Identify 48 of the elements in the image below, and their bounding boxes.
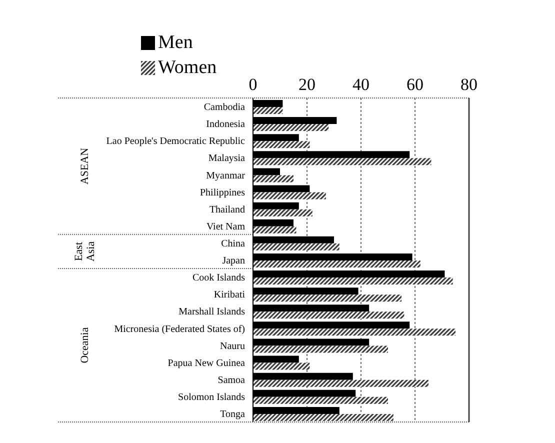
bar (253, 380, 428, 387)
y-tick-label: Cook Islands (192, 272, 246, 284)
bar (253, 346, 388, 353)
text: Oceania (79, 327, 91, 364)
bar (253, 278, 453, 285)
y-tick-label: Papua New Guinea (168, 358, 246, 369)
bar (253, 312, 404, 319)
bar (253, 226, 296, 234)
bar (253, 192, 326, 200)
bar (253, 158, 432, 166)
bar (253, 175, 294, 182)
bar (253, 294, 402, 302)
bar (253, 362, 310, 370)
x-tick-label: 40 (352, 75, 370, 94)
y-tick-label: Thailand (209, 204, 245, 216)
y-tick-label: Kiribati (214, 290, 246, 301)
bar (253, 107, 283, 114)
y-tick-label: Marshall Islands (178, 306, 246, 318)
bar (253, 328, 456, 336)
x-tick-label: 0 (248, 75, 258, 94)
legend-label: Women (158, 56, 217, 80)
bar (253, 396, 388, 404)
y-tick-label: China (221, 238, 246, 250)
y-tick-label: Indonesia (206, 119, 246, 130)
y-tick-label: Lao People's Democratic Republic (106, 136, 246, 148)
y-tick-label: Philippines (200, 187, 246, 198)
y-tick-label: Micronesia (Federated States of) (114, 324, 245, 335)
bar (253, 141, 310, 148)
bar (253, 414, 394, 421)
y-tick-label: Nauru (220, 340, 245, 352)
x-tick-label: 60 (406, 75, 424, 94)
bar (253, 260, 420, 268)
y-tick-label: Samoa (218, 374, 246, 386)
bar (253, 209, 312, 216)
y-tick-label: Tonga (220, 409, 246, 420)
legend-label: Men (158, 31, 193, 55)
x-tick-label: 20 (298, 75, 316, 94)
text: ASEAN (79, 148, 91, 185)
text: East Asia (73, 241, 97, 262)
y-tick-label: Myanmar (206, 170, 246, 182)
y-tick-label: Solomon Islands (178, 392, 246, 403)
y-tick-label: Malaysia (208, 153, 246, 164)
y-tick-label: Japan (222, 256, 245, 267)
bar (253, 243, 340, 250)
bar (253, 124, 329, 132)
x-tick-label: 80 (460, 75, 478, 94)
y-tick-label: Cambodia (204, 102, 246, 114)
y-tick-label: Viet Nam (206, 221, 246, 232)
